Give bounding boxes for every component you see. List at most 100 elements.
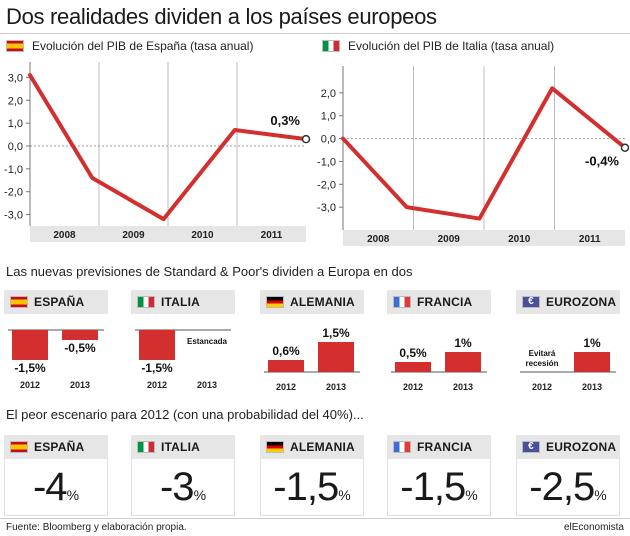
eurozona-flag-icon: € bbox=[522, 296, 540, 308]
españa-year-label: 2012 bbox=[20, 380, 40, 390]
spain-x-tick-label: 2011 bbox=[261, 230, 283, 241]
spain-flag-icon bbox=[6, 40, 24, 52]
spain-y-tick-label: 3,0 bbox=[8, 72, 23, 84]
alemania-bar bbox=[268, 360, 304, 372]
eurozona-worst-card-header: € EUROZONA bbox=[516, 435, 620, 459]
españa-bar bbox=[12, 330, 48, 360]
title-divider bbox=[0, 33, 630, 34]
alemania-worst-case-card: ALEMANIA -1,5% bbox=[260, 435, 364, 516]
españa-worst-country-name: ESPAÑA bbox=[34, 440, 85, 454]
italy-y-tick-label: 0,0 bbox=[321, 134, 336, 146]
españa-worst-case-value: -4 bbox=[32, 465, 68, 509]
italia-card-header: ITALIA bbox=[131, 290, 235, 314]
alemania-bar-label: 0,6% bbox=[272, 344, 300, 358]
spain-y-tick-label: 1,0 bbox=[8, 118, 23, 130]
francia-worst-flag-icon bbox=[393, 441, 411, 453]
eurozona-bar-label: Evitará bbox=[529, 349, 556, 358]
francia-worst-case-body: -1,5% bbox=[387, 459, 491, 516]
spain-callout-label: 0,3% bbox=[270, 113, 300, 128]
italy-y-tick-label: -1,0 bbox=[317, 156, 336, 168]
alemania-worst-case-unit: % bbox=[338, 487, 351, 503]
españa-card-header: ESPAÑA bbox=[4, 290, 108, 314]
francia-worst-case-unit: % bbox=[465, 487, 478, 503]
eurozona-forecast-card: € EUROZONA Evitará recesión 2012 1% 2013 bbox=[516, 290, 620, 419]
alemania-worst-country-name: ALEMANIA bbox=[290, 440, 355, 454]
españa-year-label: 2013 bbox=[70, 380, 90, 390]
forecast-section-title: Las nuevas previsiones de Standard & Poo… bbox=[6, 264, 413, 279]
alemania-forecast-card: ALEMANIA 0,6% 2012 1,5% 2013 bbox=[260, 290, 364, 419]
españa-country-name: ESPAÑA bbox=[34, 295, 85, 309]
spain-y-tick-label: 2,0 bbox=[8, 95, 23, 107]
spain-chart-heading: Evolución del PIB de España (tasa anual) bbox=[6, 39, 253, 53]
francia-worst-case-card: FRANCIA -1,5% bbox=[387, 435, 491, 516]
alemania-year-label: 2012 bbox=[276, 382, 296, 392]
italy-gdp-chart: 2,0 1,0 0,0 -1,0 -2,0 -3,0 2008 2009 2010 2011 -0,… bbox=[317, 66, 630, 246]
italia-forecast-card: ITALIA -1,5% 2012 Estancada 2013 bbox=[131, 290, 235, 419]
francia-year-label: 2013 bbox=[453, 382, 473, 392]
italia-worst-flag-icon bbox=[137, 441, 155, 453]
italia-bar bbox=[139, 330, 175, 360]
italia-worst-case-body: -3% bbox=[131, 459, 235, 516]
españa-bar-label: -1,5% bbox=[14, 361, 46, 375]
alemania-worst-case-value: -1,5 bbox=[273, 465, 339, 509]
italy-y-tick-label: 2,0 bbox=[321, 88, 336, 100]
francia-forecast-card: FRANCIA 0,5% 2012 1% 2013 bbox=[387, 290, 491, 419]
francia-bar bbox=[445, 352, 481, 372]
españa-worst-case-unit: % bbox=[66, 487, 80, 503]
eurozona-bar-label: recesión bbox=[526, 359, 559, 368]
alemania-year-label: 2013 bbox=[326, 382, 346, 392]
alemania-flag-icon bbox=[266, 296, 284, 308]
italy-data-point bbox=[620, 143, 630, 152]
italia-year-label: 2012 bbox=[147, 380, 167, 390]
alemania-country-name: ALEMANIA bbox=[290, 295, 355, 309]
españa-bar-label: -0,5% bbox=[64, 341, 96, 355]
spain-y-tick-label: -2,0 bbox=[4, 187, 23, 199]
francia-worst-card-header: FRANCIA bbox=[387, 435, 491, 459]
españa-bar bbox=[62, 330, 98, 340]
francia-bar bbox=[395, 362, 431, 372]
spain-y-tick-label: 0,0 bbox=[8, 141, 23, 153]
spain-data-point bbox=[301, 134, 311, 144]
italy-chart-title: Evolución del PIB de Italia (tasa anual) bbox=[348, 39, 555, 53]
italy-y-tick-label: -3,0 bbox=[317, 202, 336, 214]
spain-x-tick-label: 2009 bbox=[122, 230, 145, 241]
eurozona-worst-case-value: -2,5 bbox=[529, 465, 595, 509]
eurozona-year-label: 2013 bbox=[582, 382, 602, 392]
italia-year-label: 2013 bbox=[197, 380, 217, 390]
alemania-worst-card-header: ALEMANIA bbox=[260, 435, 364, 459]
francia-worst-country-name: FRANCIA bbox=[417, 440, 473, 454]
españa-worst-flag-icon bbox=[10, 441, 28, 453]
italy-flag-icon bbox=[322, 40, 340, 52]
italy-x-tick-label: 2009 bbox=[438, 234, 461, 245]
italia-worst-case-card: ITALIA -3% bbox=[131, 435, 235, 516]
italia-worst-case-value: -3 bbox=[159, 465, 195, 509]
alemania-forecast-bars: 0,6% 2012 1,5% 2013 bbox=[264, 326, 360, 392]
francia-bar-label: 0,5% bbox=[399, 346, 427, 360]
footer-brand: elEconomista bbox=[563, 522, 624, 533]
spain-y-tick-label: -1,0 bbox=[4, 164, 23, 176]
italy-y-tick-label: -2,0 bbox=[317, 179, 336, 191]
scenario-section-title: El peor escenario para 2012 (con una pro… bbox=[6, 407, 364, 422]
españa-forecast-bars: -1,5% 2012 -0,5% 2013 bbox=[8, 329, 104, 390]
italy-y-tick-label: 1,0 bbox=[321, 111, 336, 123]
francia-country-name: FRANCIA bbox=[417, 295, 473, 309]
alemania-bar-label: 1,5% bbox=[322, 326, 350, 340]
eurozona-year-label: 2012 bbox=[532, 382, 552, 392]
page-title: Dos realidades dividen a los países euro… bbox=[6, 4, 437, 29]
españa-flag-icon bbox=[10, 296, 28, 308]
italia-bar-label: -1,5% bbox=[141, 361, 173, 375]
italy-x-axis-band bbox=[343, 230, 625, 246]
españa-forecast-card: ESPAÑA -1,5% 2012 -0,5% 2013 bbox=[4, 290, 108, 419]
francia-worst-case-value: -1,5 bbox=[400, 465, 466, 509]
spain-chart-title: Evolución del PIB de España (tasa anual) bbox=[32, 39, 254, 53]
eurozona-worst-case-body: -2,5% bbox=[516, 459, 620, 516]
footer-divider bbox=[0, 518, 630, 519]
eurozona-bar-label: 1% bbox=[583, 336, 601, 350]
italia-country-name: ITALIA bbox=[161, 295, 200, 309]
francia-flag-icon bbox=[393, 296, 411, 308]
italy-callout-label: -0,4% bbox=[585, 154, 619, 169]
españa-worst-case-body: -4% bbox=[4, 459, 108, 516]
footer-source: Fuente: Bloomberg y elaboración propia. bbox=[6, 522, 187, 533]
francia-bar-label: 1% bbox=[454, 336, 472, 350]
